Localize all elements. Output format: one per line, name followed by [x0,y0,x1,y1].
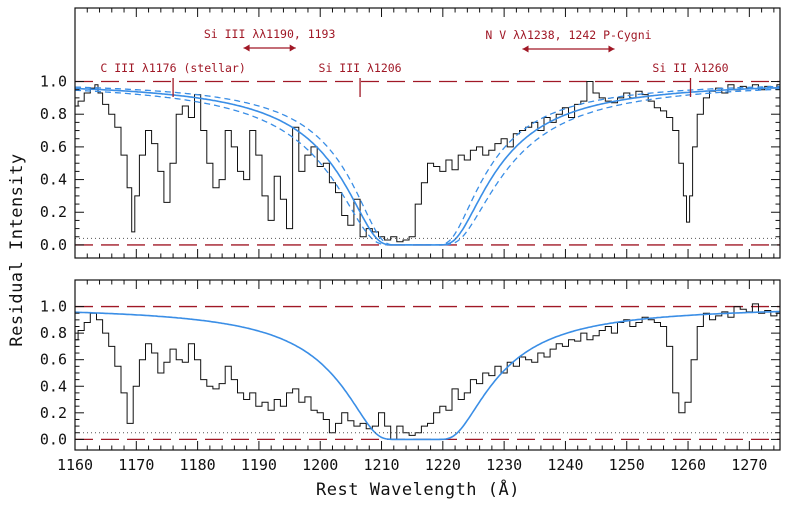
x-tick-label: 1160 [57,456,93,474]
top-y-tick-label: 1.0 [40,73,67,91]
top-model-lower-curve [75,85,781,246]
bottom-y-tick-label: 0.0 [40,430,67,448]
x-tick-label: 1250 [609,456,645,474]
x-tick-label: 1210 [363,456,399,474]
x-tick-label: 1260 [670,456,706,474]
top-y-tick-label: 0.6 [40,138,67,156]
bottom-y-tick-label: 0.8 [40,324,67,342]
annotation-label: Si III λ1206 [319,61,402,75]
x-tick-label: 1230 [486,456,522,474]
top-y-tick-label: 0.0 [40,236,67,254]
bottom-panel: 0.0 0.2 0.4 0.6 0.8 1.0 [40,279,781,451]
bottom-plot-frame [74,279,781,451]
x-tick-label: 1200 [302,456,338,474]
bottom-spectrum-line [75,303,780,440]
top-panel: 0.0 0.2 0.4 0.6 0.8 1.0 C III λ1176 (stellar) S… [40,7,781,259]
x-tick-labels: 1160 1170 1180 1190 1200 1210 1220 1230 1240 1250… [57,456,767,474]
bottom-y-tick-label: 0.2 [40,404,67,422]
annotation-label: Si III λλ1190, 1193 [204,27,336,41]
x-tick-label: 1180 [180,456,216,474]
annotation-arrowheads [243,44,296,52]
annotation-label: N V λλ1238, 1242 P-Cygni [485,28,651,42]
x-tick-label: 1220 [425,456,461,474]
y-axis-label: Residual Intensity [7,153,27,346]
x-tick-label: 1170 [118,456,154,474]
annotations: C III λ1176 (stellar) Si III λλ1190, 1193… [100,27,729,97]
x-tick-label: 1190 [241,456,277,474]
top-plot-frame [74,7,781,259]
bottom-model-curve [74,310,781,441]
x-tick-label: 1240 [547,456,583,474]
top-y-tick-label: 0.8 [40,105,67,123]
top-y-tick-label: 0.2 [40,203,67,221]
x-tick-label: 1270 [731,456,767,474]
top-spectrum-line [75,81,780,243]
bottom-y-tick-label: 1.0 [40,298,67,316]
x-axis-label: Rest Wavelength (Å) [316,478,520,500]
annotation-label: Si II λ1260 [652,61,728,75]
bottom-y-tick-label: 0.4 [40,377,67,395]
top-y-tick-label: 0.4 [40,171,67,189]
annotation-label: C III λ1176 (stellar) [100,61,245,75]
bottom-y-tick-label: 0.6 [40,351,67,369]
